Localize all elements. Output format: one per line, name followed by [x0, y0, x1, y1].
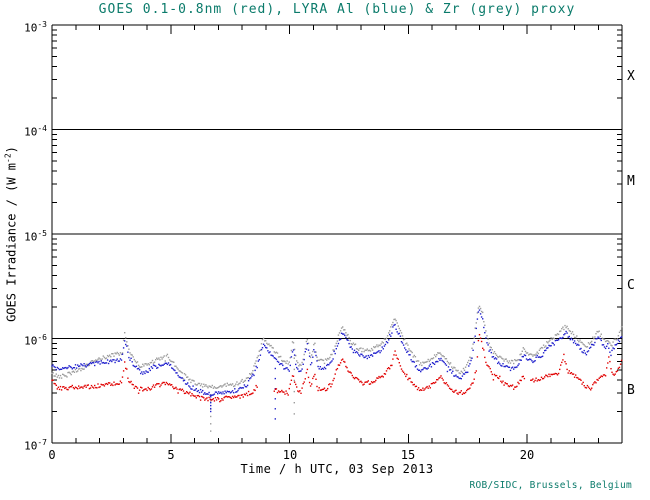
y-axis-title-exponent: -2	[3, 153, 13, 163]
flare-class-label-x: X	[627, 69, 635, 84]
y-tick-exp: -5	[37, 229, 47, 238]
x-tick-label-5: 5	[167, 448, 175, 462]
y-tick-base: 10	[24, 334, 38, 348]
flare-class-label-b: B	[627, 383, 635, 398]
y-tick-label-1e-5: 10-5	[0, 226, 47, 246]
x-axis-title: Time / h UTC, 03 Sep 2013	[240, 462, 434, 476]
y-tick-label-1e-4: 10-4	[0, 121, 47, 141]
flare-class-label-m: M	[627, 174, 635, 189]
flare-class-label-c: C	[627, 278, 635, 293]
y-tick-label-1e-3: 10-3	[0, 17, 47, 37]
y-tick-base: 10	[24, 439, 38, 453]
x-tick-label-15: 15	[400, 448, 416, 462]
y-axis-title-close: )	[4, 146, 19, 154]
y-tick-exp: -6	[37, 333, 47, 342]
y-tick-exp: -3	[37, 20, 47, 29]
y-tick-exp: -4	[37, 124, 47, 133]
x-tick-label-0: 0	[48, 448, 56, 462]
y-tick-base: 10	[24, 125, 38, 139]
y-tick-base: 10	[24, 21, 38, 35]
y-tick-label-1e-6: 10-6	[0, 330, 47, 350]
credit-text: ROB/SIDC, Brussels, Belgium	[469, 480, 632, 491]
y-tick-label-1e-7: 10-7	[0, 435, 47, 455]
x-tick-label-10: 10	[282, 448, 298, 462]
y-tick-exp: -7	[37, 438, 47, 447]
x-tick-label-20: 20	[519, 448, 535, 462]
y-tick-base: 10	[24, 230, 38, 244]
chart-title: GOES 0.1-0.8nm (red), LYRA Al (blue) & Z…	[98, 2, 576, 17]
